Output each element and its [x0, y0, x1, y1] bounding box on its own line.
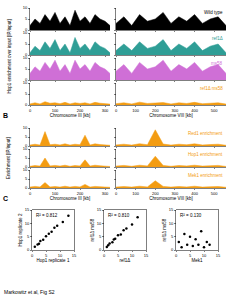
- svg-text:ref1Δ: ref1Δ: [212, 36, 223, 41]
- svg-text:10: 10: [202, 253, 207, 258]
- svg-text:Chromosome III [kb]: Chromosome III [kb]: [50, 196, 91, 201]
- svg-text:0: 0: [25, 102, 28, 107]
- svg-text:500: 500: [211, 108, 218, 113]
- svg-text:0: 0: [175, 253, 178, 258]
- svg-text:ref1Δ ms58: ref1Δ ms58: [200, 86, 223, 91]
- svg-text:15: 15: [169, 207, 174, 212]
- svg-text:300: 300: [172, 191, 179, 196]
- svg-text:Chromosome VIII [kb]: Chromosome VIII [kb]: [149, 196, 193, 201]
- svg-text:5: 5: [99, 234, 102, 239]
- svg-text:200: 200: [152, 108, 159, 113]
- svg-text:C: C: [3, 195, 8, 202]
- svg-text:10: 10: [169, 221, 174, 226]
- svg-text:100: 100: [52, 191, 59, 196]
- svg-text:0: 0: [25, 185, 28, 190]
- svg-text:10: 10: [23, 167, 28, 172]
- svg-text:Chromosome VIII [kb]: Chromosome VIII [kb]: [149, 113, 193, 118]
- svg-text:0: 0: [25, 77, 28, 82]
- svg-text:ms58: ms58: [211, 61, 223, 66]
- svg-text:10: 10: [25, 221, 30, 226]
- svg-text:Hop1 enrichment: Hop1 enrichment: [188, 152, 223, 157]
- svg-text:0: 0: [115, 191, 118, 196]
- svg-text:400: 400: [191, 191, 198, 196]
- svg-text:5: 5: [25, 16, 28, 21]
- svg-text:5: 5: [27, 234, 30, 239]
- svg-text:Markowitz et al, Fig S2: Markowitz et al, Fig S2: [4, 289, 55, 295]
- svg-text:Red1 enrichment: Red1 enrichment: [188, 131, 223, 136]
- svg-text:0: 0: [29, 191, 32, 196]
- svg-text:10: 10: [23, 80, 28, 85]
- svg-text:Hop1 replicate 1: Hop1 replicate 1: [37, 258, 70, 263]
- svg-text:R² = 0.812: R² = 0.812: [36, 213, 58, 218]
- svg-text:200: 200: [77, 108, 84, 113]
- svg-text:10: 10: [97, 221, 102, 226]
- svg-text:10: 10: [130, 253, 135, 258]
- svg-text:5: 5: [117, 253, 120, 258]
- svg-text:300: 300: [172, 108, 179, 113]
- svg-text:Mek1: Mek1: [191, 258, 203, 263]
- svg-text:B: B: [3, 112, 8, 119]
- svg-text:ref1Δ ms58: ref1Δ ms58: [162, 218, 167, 241]
- svg-text:0: 0: [31, 253, 34, 258]
- svg-text:15: 15: [25, 207, 30, 212]
- svg-text:0: 0: [171, 247, 174, 252]
- svg-text:15: 15: [97, 207, 102, 212]
- svg-text:Wild type: Wild type: [204, 10, 223, 15]
- svg-text:Enrichment [IP/input]: Enrichment [IP/input]: [6, 137, 11, 179]
- svg-text:200: 200: [77, 191, 84, 196]
- svg-text:ref1Δ ms58: ref1Δ ms58: [90, 218, 95, 241]
- svg-text:ref1Δ: ref1Δ: [120, 258, 131, 263]
- svg-text:300: 300: [102, 191, 109, 196]
- svg-text:0: 0: [27, 247, 30, 252]
- svg-text:200: 200: [152, 191, 159, 196]
- svg-text:10: 10: [23, 146, 28, 151]
- svg-text:R² = 0.130: R² = 0.130: [180, 213, 202, 218]
- svg-text:100: 100: [132, 191, 139, 196]
- svg-text:0: 0: [25, 27, 28, 32]
- svg-text:0: 0: [25, 52, 28, 57]
- svg-text:15: 15: [72, 253, 77, 258]
- svg-text:10: 10: [58, 253, 63, 258]
- svg-text:10: 10: [23, 30, 28, 35]
- svg-text:400: 400: [191, 108, 198, 113]
- svg-text:Hop1 enrichment over input [IP: Hop1 enrichment over input [IP/input]: [7, 19, 12, 93]
- svg-text:0: 0: [29, 108, 32, 113]
- svg-text:10: 10: [23, 5, 28, 10]
- svg-text:5: 5: [25, 41, 28, 46]
- svg-text:0: 0: [25, 164, 28, 169]
- svg-text:0: 0: [99, 247, 102, 252]
- svg-text:Hop1 replicate 2: Hop1 replicate 2: [18, 213, 23, 246]
- svg-text:5: 5: [25, 134, 28, 139]
- svg-text:300: 300: [102, 108, 109, 113]
- svg-text:10: 10: [23, 55, 28, 60]
- svg-text:R² = 0.810: R² = 0.810: [108, 213, 130, 218]
- svg-text:15: 15: [216, 253, 221, 258]
- svg-text:Chromosome III [kb]: Chromosome III [kb]: [50, 113, 91, 118]
- svg-text:5: 5: [25, 66, 28, 71]
- svg-text:5: 5: [25, 155, 28, 160]
- svg-text:5: 5: [25, 176, 28, 181]
- svg-text:Mek1 enrichment: Mek1 enrichment: [188, 173, 223, 178]
- svg-text:0: 0: [25, 143, 28, 148]
- svg-text:0: 0: [103, 253, 106, 258]
- svg-text:100: 100: [52, 108, 59, 113]
- svg-text:5: 5: [25, 91, 28, 96]
- svg-text:0: 0: [115, 108, 118, 113]
- svg-text:100: 100: [132, 108, 139, 113]
- svg-text:10: 10: [23, 125, 28, 130]
- svg-text:5: 5: [171, 234, 174, 239]
- svg-text:15: 15: [144, 253, 149, 258]
- svg-text:5: 5: [189, 253, 192, 258]
- svg-text:500: 500: [211, 191, 218, 196]
- svg-text:5: 5: [45, 253, 48, 258]
